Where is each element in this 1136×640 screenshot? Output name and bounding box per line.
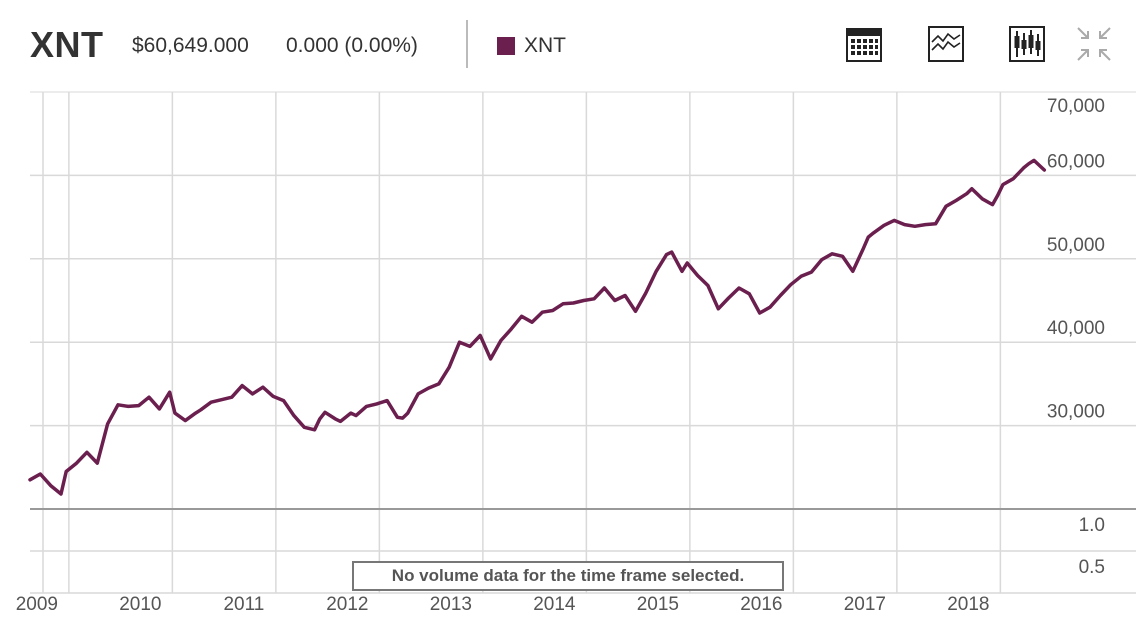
grid-lines bbox=[30, 91, 1136, 593]
y-tick-label: 30,000 bbox=[1047, 402, 1105, 423]
legend-item[interactable]: XNT bbox=[497, 34, 566, 58]
header-divider bbox=[466, 20, 468, 68]
volume-notice: No volume data for the time frame select… bbox=[352, 561, 784, 591]
volume-tick-label: 1.0 bbox=[1079, 515, 1105, 536]
compare-icon[interactable] bbox=[928, 26, 964, 62]
x-tick-label: 2011 bbox=[223, 594, 264, 615]
legend-swatch bbox=[497, 37, 515, 55]
x-tick-label: 2013 bbox=[430, 594, 472, 615]
series-line bbox=[28, 158, 1047, 496]
ticker-symbol: XNT bbox=[30, 24, 104, 65]
volume-tick-label: 0.5 bbox=[1079, 557, 1105, 578]
x-tick-label: 2015 bbox=[637, 594, 679, 615]
x-tick-label: 2012 bbox=[326, 594, 368, 615]
x-tick-label: 2014 bbox=[533, 594, 576, 615]
chart-header: XNT $60,649.000 0.000 (0.00%) XNT bbox=[0, 0, 1136, 92]
x-tick-label: 2016 bbox=[740, 594, 782, 615]
candlestick-icon[interactable] bbox=[1009, 26, 1045, 62]
y-tick-label: 70,000 bbox=[1047, 96, 1105, 117]
x-tick-label: 2017 bbox=[844, 594, 886, 615]
y-tick-label: 40,000 bbox=[1047, 318, 1105, 339]
y-tick-label: 50,000 bbox=[1047, 235, 1105, 256]
tick-labels: 30,000 40,000 50,000 60,000 70,000 1.0 0.5 2009… bbox=[16, 96, 1105, 615]
y-tick-label: 60,000 bbox=[1047, 151, 1105, 172]
x-tick-label: 2010 bbox=[119, 594, 161, 615]
axes bbox=[30, 508, 1136, 594]
collapse-icon[interactable] bbox=[1076, 26, 1112, 62]
x-tick-label: 2018 bbox=[947, 594, 989, 615]
current-price: $60,649.000 bbox=[132, 34, 249, 57]
calendar-icon[interactable] bbox=[846, 26, 882, 62]
x-tick-label: 2009 bbox=[16, 594, 58, 615]
legend-label: XNT bbox=[524, 34, 566, 57]
price-change: 0.000 (0.00%) bbox=[286, 34, 418, 57]
series-layer bbox=[28, 158, 1047, 496]
